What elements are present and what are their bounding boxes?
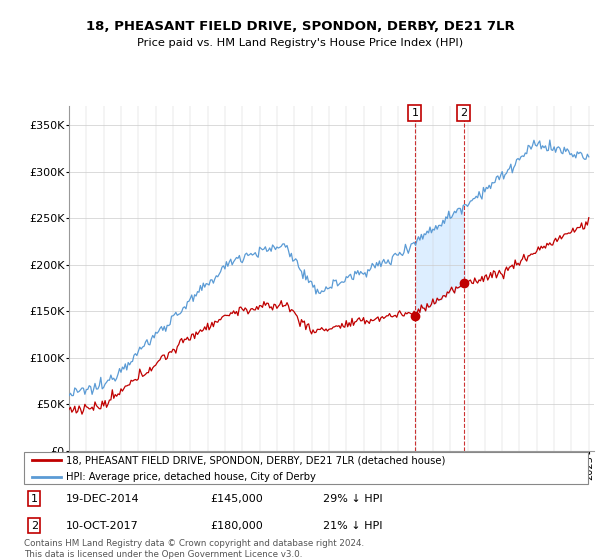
Text: 2: 2 [460, 108, 467, 118]
Text: £145,000: £145,000 [210, 493, 263, 503]
Text: 2: 2 [31, 521, 38, 531]
Text: 21% ↓ HPI: 21% ↓ HPI [323, 521, 382, 531]
FancyBboxPatch shape [24, 452, 588, 484]
Text: 29% ↓ HPI: 29% ↓ HPI [323, 493, 383, 503]
Text: 18, PHEASANT FIELD DRIVE, SPONDON, DERBY, DE21 7LR (detached house): 18, PHEASANT FIELD DRIVE, SPONDON, DERBY… [66, 455, 446, 465]
Text: 1: 1 [31, 493, 38, 503]
Text: 1: 1 [412, 108, 418, 118]
Text: 19-DEC-2014: 19-DEC-2014 [66, 493, 140, 503]
Text: HPI: Average price, detached house, City of Derby: HPI: Average price, detached house, City… [66, 472, 316, 482]
Text: Contains HM Land Registry data © Crown copyright and database right 2024.
This d: Contains HM Land Registry data © Crown c… [24, 539, 364, 559]
Text: £180,000: £180,000 [210, 521, 263, 531]
Text: 18, PHEASANT FIELD DRIVE, SPONDON, DERBY, DE21 7LR: 18, PHEASANT FIELD DRIVE, SPONDON, DERBY… [86, 20, 514, 32]
Text: 10-OCT-2017: 10-OCT-2017 [66, 521, 139, 531]
Text: Price paid vs. HM Land Registry's House Price Index (HPI): Price paid vs. HM Land Registry's House … [137, 38, 463, 48]
